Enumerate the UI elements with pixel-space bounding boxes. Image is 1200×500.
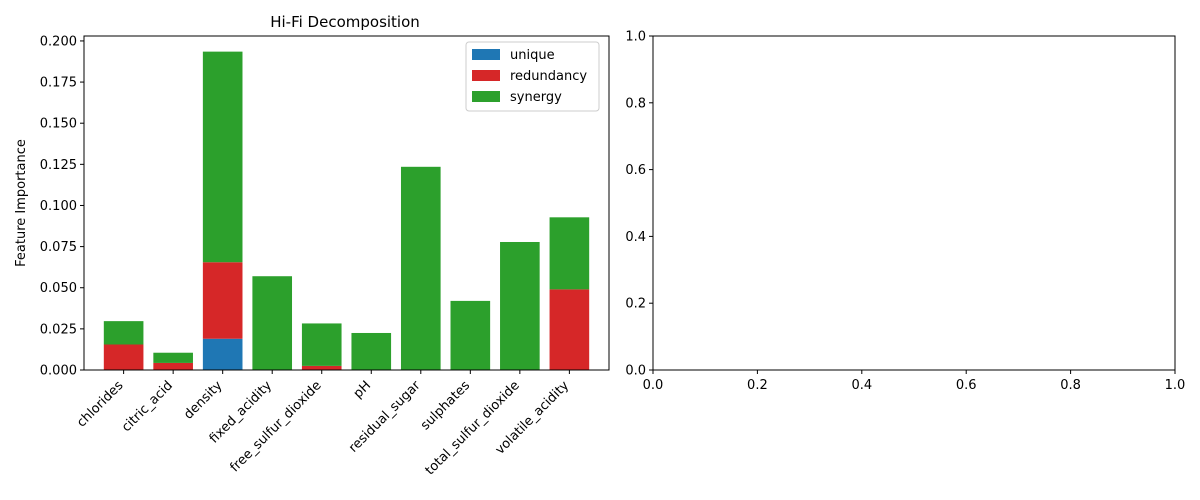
chart-title: Hi-Fi Decomposition <box>270 13 420 31</box>
y-tick-label: 0.100 <box>40 199 77 214</box>
bar-synergy-pH <box>351 332 392 370</box>
plot-frame <box>83 35 610 371</box>
y-tick-label-right: 0.0 <box>625 364 646 379</box>
x-tick-label-right: 0.6 <box>956 378 977 393</box>
bar-unique-density <box>202 338 243 370</box>
x-tick-label-right: 0.4 <box>851 378 872 393</box>
x-tick-label-right: 0.0 <box>643 378 664 393</box>
y-tick-label-right: 0.6 <box>625 163 646 178</box>
legend-label-unique: unique <box>510 48 555 63</box>
x-tick-label-right: 1.0 <box>1165 378 1186 393</box>
y-tick-label: 0.075 <box>40 240 77 255</box>
bar-synergy-free_sulfur_dioxide <box>301 323 342 366</box>
bar-redundancy-chlorides <box>103 344 144 370</box>
y-axis-label: Feature Importance <box>14 139 29 267</box>
y-tick-label: 0.150 <box>40 117 77 132</box>
bar-redundancy-free_sulfur_dioxide <box>301 365 342 370</box>
x-tick-label-right: 0.8 <box>1060 378 1081 393</box>
y-tick-label-right: 1.0 <box>625 30 646 45</box>
legend-swatch-synergy <box>472 91 500 102</box>
y-tick-label: 0.050 <box>40 281 77 296</box>
y-axis-ticks-right: 0.0 0.2 0.4 0.6 0.8 1.0 <box>625 30 653 379</box>
bar-synergy-density <box>202 51 243 263</box>
legend-swatch-unique <box>472 49 500 60</box>
bar-group <box>103 51 590 370</box>
plot-frame-right <box>652 35 1176 371</box>
y-tick-label-right: 0.2 <box>625 297 646 312</box>
x-tick-label-right: 0.2 <box>747 378 768 393</box>
bar-redundancy-volatile_acidity <box>549 289 590 370</box>
legend-label-redundancy: redundancy <box>510 69 587 84</box>
bar-synergy-sulphates <box>450 300 491 370</box>
legend-swatch-redundancy <box>472 70 500 81</box>
bar-synergy-total_sulfur_dioxide <box>500 241 540 370</box>
legend: unique redundancy synergy <box>465 41 600 112</box>
y-tick-label: 0.200 <box>40 34 77 49</box>
bar-synergy-citric_acid <box>153 352 193 363</box>
y-tick-label: 0.025 <box>40 322 77 337</box>
y-axis-ticks: 0.000 0.025 0.050 0.075 0.100 0.125 0.150 0.175… <box>40 34 84 379</box>
legend-label-synergy: synergy <box>510 90 562 105</box>
y-tick-label: 0.000 <box>40 364 77 379</box>
bar-redundancy-citric_acid <box>153 362 193 370</box>
bar-redundancy-density <box>202 262 243 339</box>
empty-chart: 0.0 0.2 0.4 0.6 0.8 1.0 0.0 0.2 0.4 0.6 0.8 1.0 <box>625 30 1185 394</box>
bar-synergy-volatile_acidity <box>549 217 590 290</box>
y-tick-label: 0.175 <box>40 76 77 91</box>
y-tick-label: 0.125 <box>40 158 77 173</box>
bar-synergy-chlorides <box>103 321 144 345</box>
y-tick-label-right: 0.8 <box>625 96 646 111</box>
bar-synergy-fixed_acidity <box>252 276 293 370</box>
x-axis-ticks-right: 0.0 0.2 0.4 0.6 0.8 1.0 <box>643 370 1186 393</box>
y-tick-label-right: 0.4 <box>625 230 646 245</box>
bar-synergy-residual_sugar <box>400 166 441 370</box>
